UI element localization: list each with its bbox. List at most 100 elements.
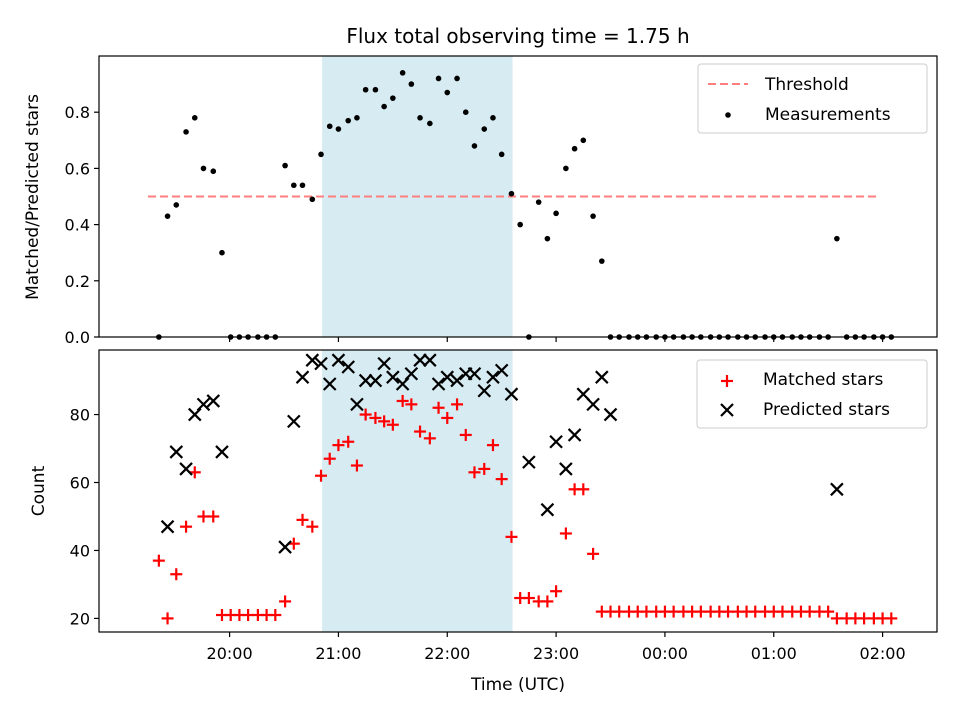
x-tick-label: 21:00 [315, 644, 361, 663]
x-tick-label: 00:00 [642, 644, 688, 663]
bottom-y-axis-label: Count [29, 465, 49, 516]
predicted-star-point [305, 353, 320, 367]
legend-threshold-label: Threshold [764, 75, 849, 95]
matched-star-point [405, 398, 418, 411]
measurement-point [553, 210, 559, 217]
measurement-point [517, 221, 523, 228]
predicted-star-point [287, 414, 301, 429]
matched-star-point [306, 520, 319, 533]
bottom-axes-frame [98, 349, 938, 633]
chart-title: Flux total observing time = 1.75 h [346, 24, 689, 48]
predicted-star-point [368, 373, 383, 388]
matched-star-point [486, 439, 499, 452]
measurement-point [326, 123, 333, 130]
measurement-point [481, 126, 488, 132]
measurement-point [282, 162, 288, 169]
y-tick-label: 20 [70, 609, 90, 628]
y-tick-label: 0.8 [65, 103, 90, 122]
matched-star-point [423, 432, 436, 445]
bottom-span-shade [322, 350, 513, 632]
matched-star-point [459, 428, 472, 441]
x-tick-label: 20:00 [207, 644, 253, 663]
measurement-point [309, 196, 316, 203]
measurement-point [417, 115, 423, 121]
matched-star-point [577, 483, 590, 496]
legend-measurements-swatch [725, 112, 731, 118]
x-tick-label: 01:00 [751, 644, 797, 663]
measurement-point [435, 75, 442, 82]
matched-star-point [350, 459, 363, 472]
measurement-point [454, 75, 460, 82]
bottom-panel: 20 40 60 80 20:00 21:00 22:00 23:00 00:00 01:00 0… [29, 349, 938, 695]
legend-matched-label: Matched stars [763, 370, 883, 390]
measurement-point [390, 95, 396, 101]
x-tick-label: 02:00 [860, 644, 906, 663]
predicted-star-point [314, 356, 328, 371]
measurement-point [580, 137, 587, 144]
predicted-star-point [341, 360, 356, 374]
predicted-star-point [413, 353, 427, 367]
matched-star-point [587, 547, 600, 560]
x-axis-label: Time (UTC) [470, 675, 565, 695]
measurement-point [381, 103, 387, 110]
matched-star-point [170, 568, 183, 581]
measurement-point [318, 151, 324, 158]
predicted-star-point [477, 383, 492, 398]
legend-matched-swatch [721, 375, 733, 387]
matched-star-point [505, 530, 518, 543]
matched-star-point [323, 452, 336, 465]
measurement-point [210, 168, 217, 175]
matched-star-point [342, 435, 355, 448]
measurement-point [590, 213, 596, 219]
predicted-star-point [206, 394, 221, 408]
measurement-point [599, 258, 605, 264]
legend-predicted-label: Predicted stars [763, 400, 890, 420]
top-axes-frame [98, 55, 938, 338]
predicted-star-point [423, 353, 437, 367]
measurement-point [563, 165, 569, 172]
measurement-point [354, 115, 360, 121]
predicted-star-point [331, 353, 346, 367]
predicted-star-point [504, 387, 519, 401]
predicted-star-point [467, 367, 482, 381]
matched-star-point [559, 527, 572, 540]
matched-star-point [432, 401, 445, 414]
matched-star-point [495, 473, 508, 486]
predicted-star-point [404, 367, 419, 381]
measurement-point [372, 86, 379, 93]
predicted-star-point [377, 356, 391, 371]
measurement-point [471, 143, 478, 149]
measurement-point [299, 182, 306, 189]
predicted-star-point [350, 397, 364, 412]
matched-star-point [378, 415, 391, 428]
measurement-point [408, 81, 415, 87]
matched-star-point [386, 418, 399, 431]
top-x-ticks [228, 337, 884, 342]
y-tick-label: 40 [70, 541, 90, 560]
predicted-star-point [486, 370, 500, 384]
predicted-star-point [559, 462, 573, 476]
matched-star-point [180, 520, 193, 533]
matched-star-point [315, 469, 328, 482]
matched-star-point [822, 605, 835, 618]
matched-star-point [478, 462, 491, 475]
predicted-star-point [586, 397, 600, 412]
measurement-point [291, 182, 297, 189]
matched-star-point [441, 411, 454, 424]
predicted-star-point [603, 407, 618, 422]
predicted-star-point [358, 373, 373, 388]
measurement-point [490, 115, 496, 121]
predicted-star-point [522, 455, 536, 469]
top-data-layer [147, 70, 895, 340]
predicted-star-point [278, 540, 292, 554]
predicted-star-point [179, 462, 193, 476]
y-tick-label: 60 [70, 474, 90, 493]
predicted-star-point [322, 377, 337, 391]
matched-star-point [152, 554, 165, 567]
bottom-legend: Matched stars Predicted stars [696, 359, 928, 429]
top-legend-box [697, 63, 928, 134]
measurement-point [544, 235, 551, 242]
predicted-star-point [450, 373, 464, 388]
bottom-y-axis: 20 40 60 80 [70, 406, 99, 628]
predicted-star-point [549, 434, 563, 449]
